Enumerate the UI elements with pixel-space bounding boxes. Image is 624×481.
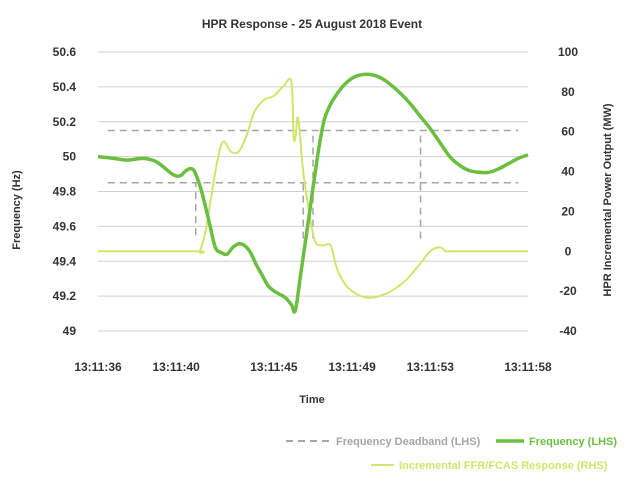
y-left-tick-label: 50.6 <box>53 45 77 59</box>
series-line-ffr <box>97 77 528 299</box>
legend-label-frequency: Frequency (LHS) <box>529 436 617 448</box>
y-right-tick-label: -40 <box>559 324 577 338</box>
x-tick-label: 13:11:49 <box>328 360 376 374</box>
y-left-tick-label: 49.6 <box>53 219 77 233</box>
series-line-frequency <box>97 72 529 314</box>
y-left-tick-label: 50.4 <box>53 80 77 94</box>
x-tick-label: 13:11:58 <box>504 360 552 374</box>
y-axis-left-ticks: 49 49.2 49.4 49.6 49.8 50 50.2 50.4 50.6 <box>53 45 77 338</box>
x-tick-label: 13:11:40 <box>152 360 200 374</box>
y-right-tick-label: 20 <box>561 204 575 218</box>
y-axis-right-ticks: -40 -20 0 20 40 60 80 100 <box>558 45 578 338</box>
x-tick-label: 13:11:53 <box>407 360 455 374</box>
y-right-tick-label: 80 <box>561 85 575 99</box>
y-left-tick-label: 49.2 <box>53 289 77 303</box>
y-right-tick-label: 0 <box>565 244 572 258</box>
x-axis-label: Time <box>299 394 324 406</box>
legend: Frequency Deadband (LHS) Frequency (LHS)… <box>286 436 617 472</box>
y-left-tick-label: 50.2 <box>53 115 77 129</box>
legend-label-ffr: Incremental FFR/FCAS Response (RHS) <box>399 460 608 472</box>
x-axis-ticks: 13:11:36 13:11:40 13:11:45 13:11:49 13:11:53… <box>74 360 552 374</box>
x-tick-label: 13:11:36 <box>74 360 122 374</box>
y-left-tick-label: 50 <box>63 150 77 164</box>
y-left-tick-label: 49.4 <box>53 254 77 268</box>
y-axis-left-label: Frequency (Hz) <box>11 170 23 250</box>
chart-title: HPR Response - 25 August 2018 Event <box>202 17 422 31</box>
y-right-tick-label: 100 <box>558 45 578 59</box>
x-tick-label: 13:11:45 <box>250 360 298 374</box>
y-right-tick-label: -20 <box>559 284 577 298</box>
y-right-tick-label: 60 <box>561 125 575 139</box>
y-axis-right-label: HPR Incremental Power Output (MW) <box>602 103 614 296</box>
y-right-tick-label: 40 <box>561 165 575 179</box>
legend-label-deadband: Frequency Deadband (LHS) <box>336 436 481 448</box>
y-left-tick-label: 49 <box>63 324 77 338</box>
y-left-tick-label: 49.8 <box>53 185 77 199</box>
